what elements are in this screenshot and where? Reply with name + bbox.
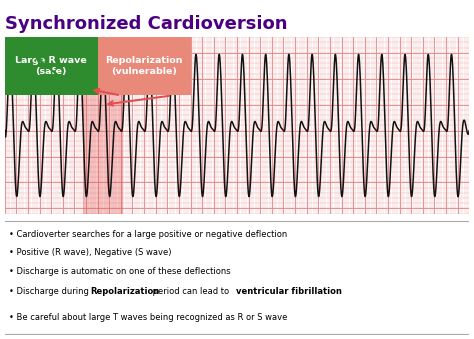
FancyBboxPatch shape [98,37,191,96]
FancyBboxPatch shape [5,37,98,96]
Text: Large R wave
(safe): Large R wave (safe) [15,56,87,76]
Text: ventricular fibrillation: ventricular fibrillation [236,287,342,296]
Text: • Discharge is automatic on one of these deflections: • Discharge is automatic on one of these… [9,266,231,276]
Text: • Positive (R wave), Negative (S wave): • Positive (R wave), Negative (S wave) [9,248,172,257]
Text: • Be careful about large T waves being recognized as R or S wave: • Be careful about large T waves being r… [9,313,288,322]
Text: Repolarization: Repolarization [91,287,160,296]
Text: • Discharge during: • Discharge during [9,287,92,296]
Bar [82,37,122,214]
Text: period can lead to: period can lead to [150,287,232,296]
Text: Synchronized Cardioversion: Synchronized Cardioversion [5,15,287,33]
Text: • Cardioverter searches for a large positive or negative deflection: • Cardioverter searches for a large posi… [9,230,288,239]
FancyBboxPatch shape [2,221,472,335]
Text: Repolarization
(vulnerable): Repolarization (vulnerable) [105,56,183,76]
